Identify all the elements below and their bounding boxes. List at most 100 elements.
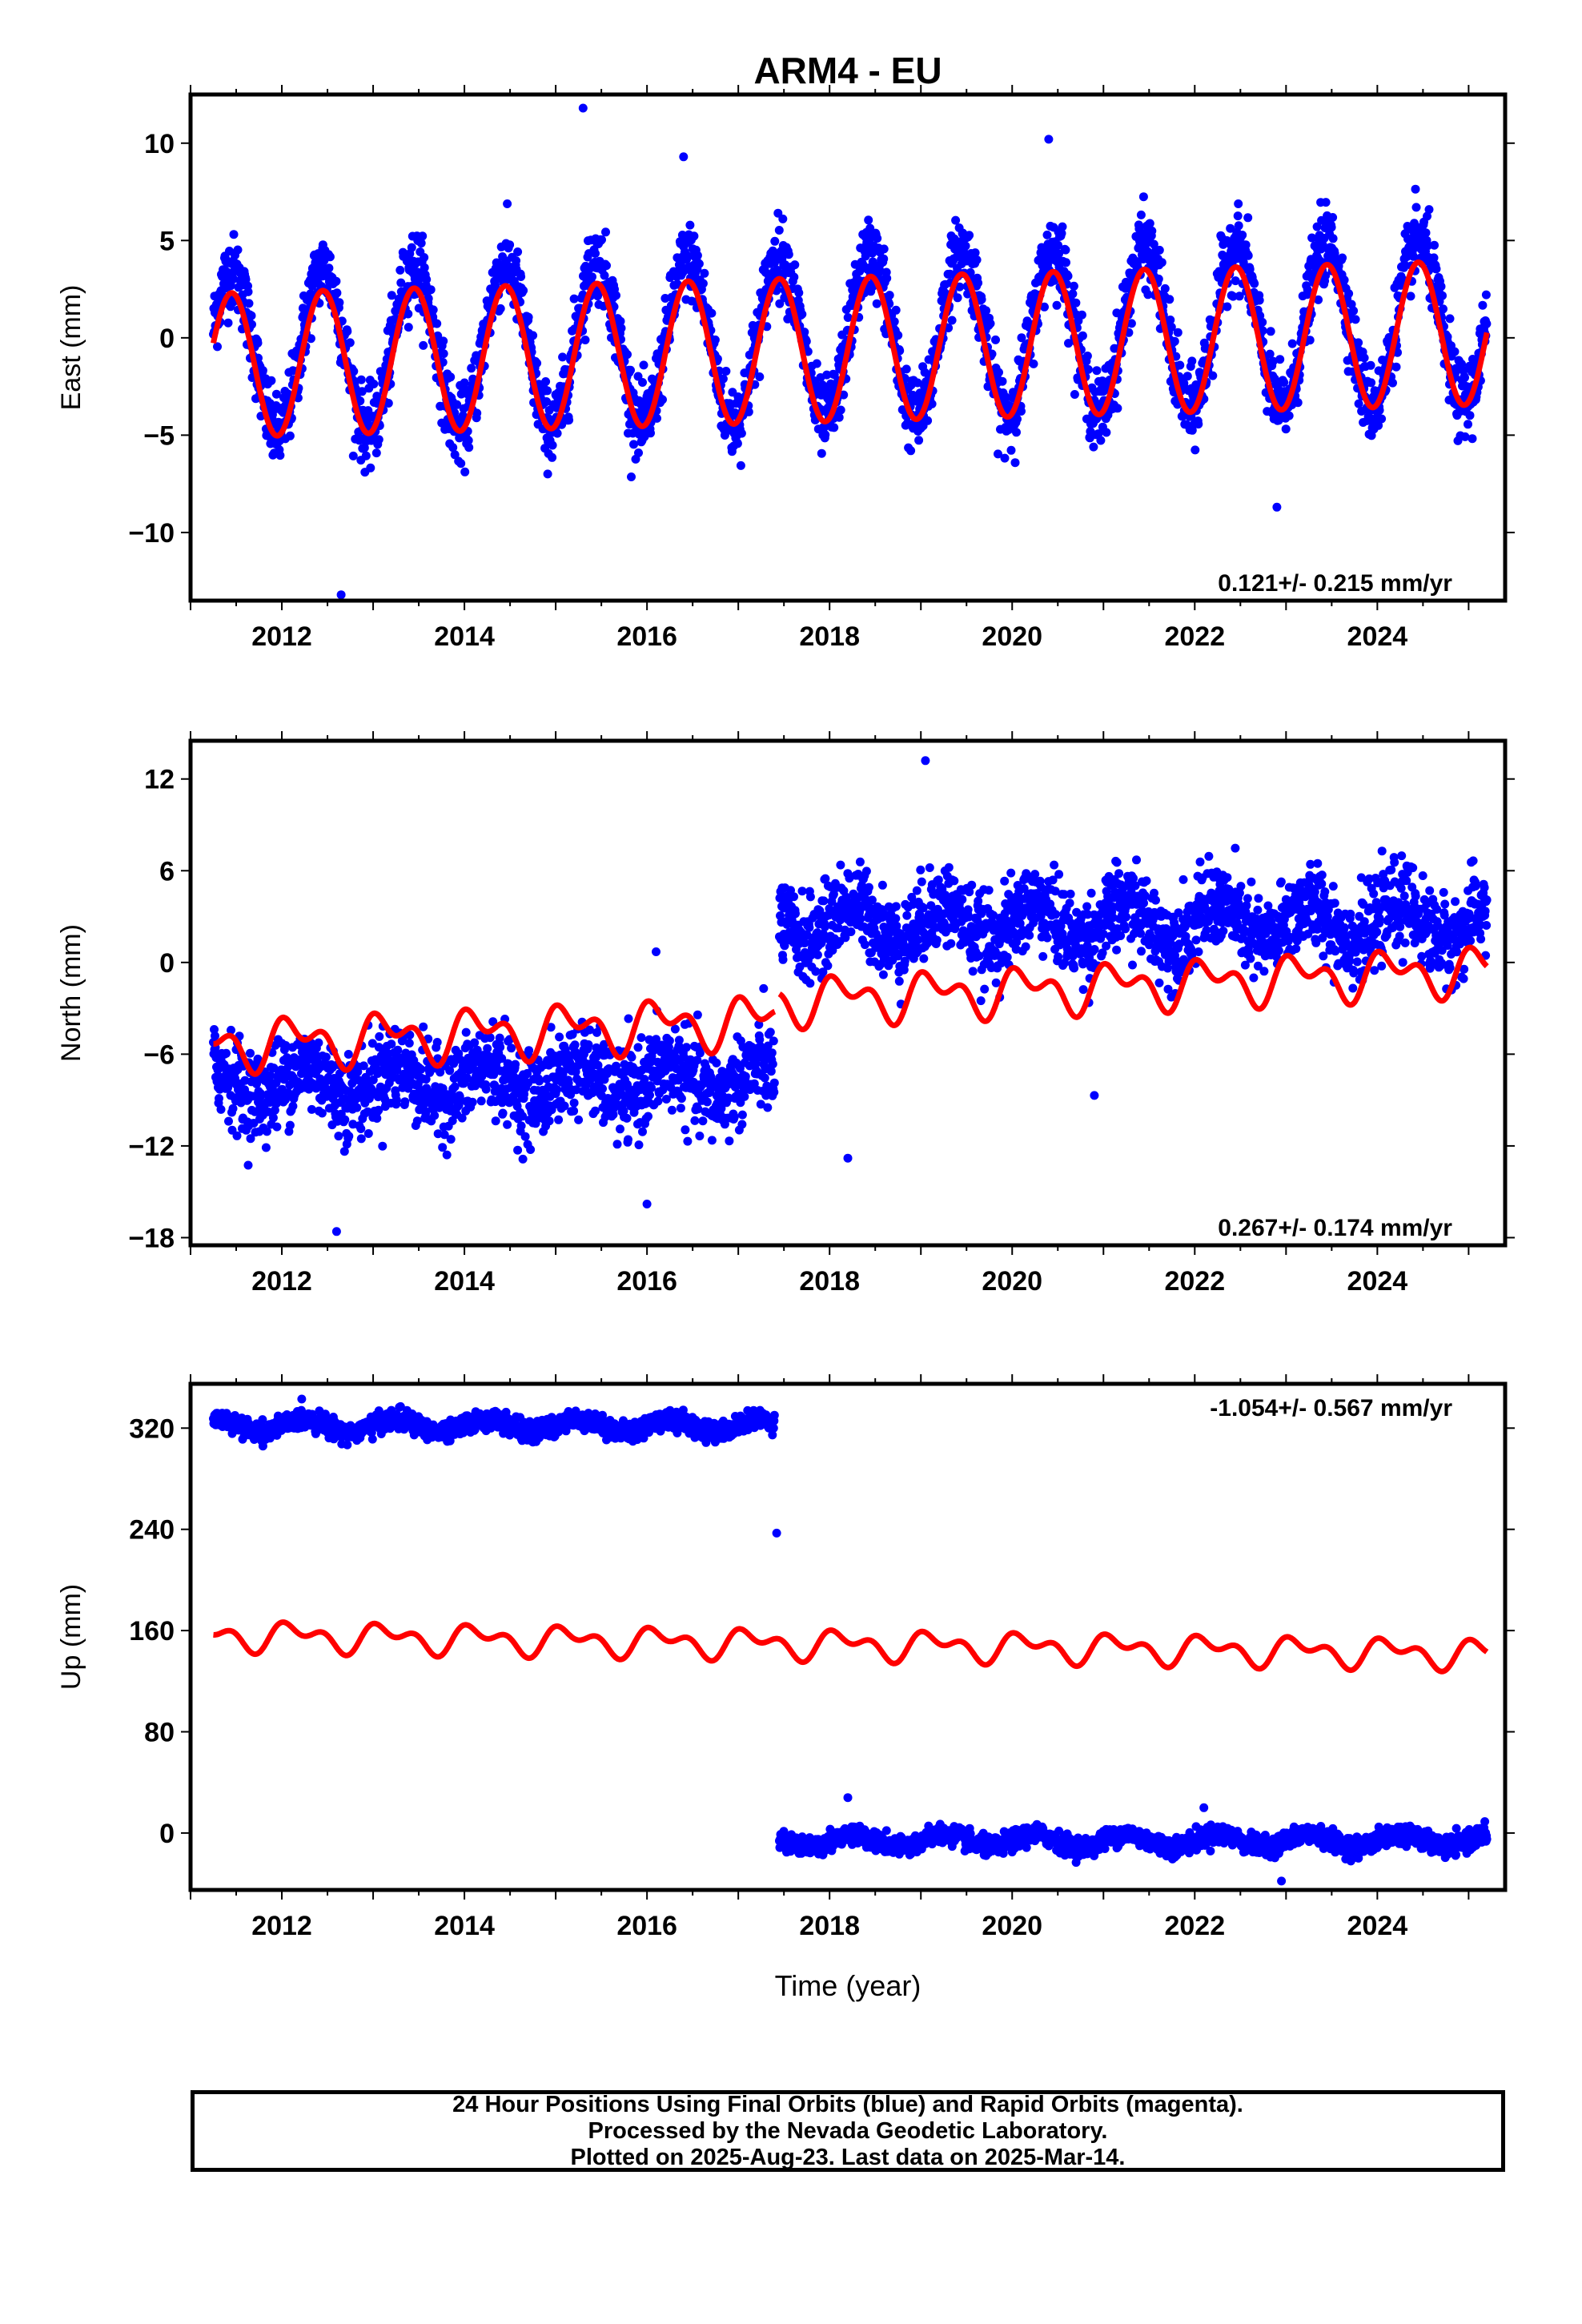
data-point [821,430,830,440]
data-point [813,950,822,959]
data-point [616,316,625,326]
data-point [951,215,961,225]
data-point [569,1098,579,1108]
x-tick-label: 2014 [434,621,495,652]
data-point [363,1129,373,1138]
data-point [843,313,853,322]
data-point [535,1076,544,1086]
data-point [371,448,381,458]
data-point [1411,203,1421,212]
data-point [222,1048,231,1058]
data-point [927,399,937,408]
data-point [760,1073,769,1083]
data-point [1000,453,1010,463]
data-point [432,1038,442,1047]
data-point [375,1031,384,1041]
x-tick-label: 2022 [1164,621,1225,652]
data-point [698,279,708,288]
data-point [1054,249,1063,259]
data-point [1058,222,1067,231]
data-point [542,397,552,406]
data-point [1182,372,1192,381]
data-point [682,251,692,260]
data-point [450,1082,460,1092]
data-point [584,1040,593,1049]
data-point [519,286,528,296]
data-point [977,295,986,304]
data-point [789,272,799,282]
data-point [383,399,393,408]
data-point [1284,411,1294,420]
data-point [707,1136,717,1145]
data-point [797,309,807,319]
data-point [496,304,505,313]
data-point [638,1127,647,1136]
y-axis-label: North (mm) [56,924,86,1062]
data-point [496,1043,505,1052]
data-point [369,380,379,388]
data-point [1406,292,1415,301]
data-point [627,472,636,481]
data-point [801,336,811,346]
data-point [634,448,643,457]
data-point [1255,296,1264,305]
data-point [805,892,815,902]
y-tick-label: 5 [159,226,175,256]
data-point [1096,436,1106,445]
data-point [552,1085,562,1095]
data-point [1445,314,1455,324]
data-point [321,1052,331,1062]
data-point [885,291,894,300]
data-point [472,408,482,418]
data-point [770,236,780,246]
data-point [681,1125,690,1135]
data-point [1089,442,1098,452]
data-point [1460,373,1469,382]
data-point [285,1120,295,1130]
data-point [213,342,222,352]
data-point [834,412,844,422]
x-tick-label: 2022 [1164,1266,1225,1297]
data-point [1349,306,1359,316]
chart-panel-2: 2012 2014 2016 2018 2020 2022 2024−18−12−60612… [56,731,1515,1297]
data-point [485,1033,495,1043]
data-point [961,241,970,251]
data-point [947,316,957,325]
data-point [244,299,254,308]
data-point [681,1043,691,1052]
data-point [211,1031,219,1040]
data-point [548,440,557,450]
plot-area [209,103,1492,600]
data-point [737,1110,747,1120]
data-point [889,317,899,327]
data-point [1388,378,1397,388]
x-tick-label: 2024 [1347,1266,1408,1297]
data-point [1272,502,1282,512]
x-tick-label: 2012 [251,621,312,652]
data-point [331,276,341,286]
data-point [1238,231,1247,239]
data-point [1165,295,1174,304]
rate-label: 0.121+/- 0.215 mm/yr [1218,570,1452,597]
data-point [823,961,833,971]
data-point [725,1136,734,1146]
data-point [438,1143,448,1152]
data-point [700,268,709,278]
data-point [1042,230,1052,239]
data-point [428,305,438,315]
data-point [552,428,562,438]
data-point [261,1143,271,1152]
data-point [690,1116,700,1125]
data-point [288,1101,298,1111]
data-point [433,331,443,340]
data-point [223,318,233,328]
y-tick-label: 10 [144,129,175,159]
data-point [349,367,359,376]
data-point [1439,304,1447,314]
data-point [424,294,433,304]
plot-area [209,756,1492,1236]
data-point [965,231,974,240]
y-tick-label: 12 [144,765,175,795]
data-point [516,1121,526,1131]
data-point [243,1160,253,1170]
